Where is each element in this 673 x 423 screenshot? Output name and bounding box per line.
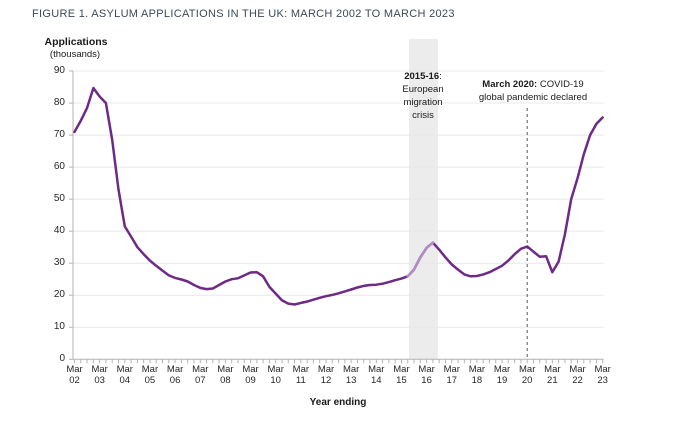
- x-tick-label: Mar 19: [493, 364, 511, 386]
- annotation-migration-crisis-line4: crisis: [412, 110, 434, 121]
- annotation-migration-crisis-line1: 2015-16:: [404, 71, 442, 82]
- x-tick-label: Mar 21: [544, 364, 561, 386]
- x-tick-label: Mar 08: [217, 364, 234, 386]
- y-tick-label: 60: [53, 161, 65, 173]
- x-tick-label: Mar 15: [393, 364, 410, 386]
- crisis-highlight-segment: [406, 241, 435, 278]
- x-tick-label: Mar 10: [267, 364, 284, 386]
- x-tick-label: Mar 16: [418, 364, 435, 386]
- x-tick-label: Mar 03: [91, 364, 108, 386]
- x-tick-label: Mar 09: [242, 364, 259, 386]
- x-tick-label: Mar 23: [594, 364, 611, 386]
- y-tick-label: 10: [53, 321, 65, 333]
- annotation-covid-pandemic: March 2020: COVID-19 global pandemic dec…: [479, 78, 587, 104]
- y-tick-label: 30: [53, 257, 65, 269]
- x-axis-title: Year ending: [309, 397, 367, 408]
- y-tick-label: 0: [59, 353, 65, 365]
- y-tick-label: 80: [53, 97, 65, 109]
- x-tick-label: Mar 12: [317, 364, 335, 386]
- x-tick-label: Mar 22: [569, 364, 586, 386]
- annotation-migration-crisis-line3: migration: [403, 97, 443, 108]
- x-tick-label: Mar 14: [368, 364, 385, 386]
- y-tick-label: 40: [53, 225, 65, 237]
- y-axis-label-line1: Applications: [44, 36, 108, 48]
- annotation-covid-line1: March 2020: COVID-19: [482, 79, 584, 90]
- y-tick-label: 20: [53, 289, 65, 301]
- y-tick-label: 90: [53, 65, 65, 76]
- x-tick-label: Mar 04: [116, 364, 133, 386]
- applications-trend-line: [73, 86, 604, 306]
- x-tick-label: Mar 05: [141, 364, 159, 386]
- y-axis-label-line2: (thousands): [49, 49, 101, 60]
- x-tick-label: Mar 06: [166, 364, 184, 386]
- x-tick-label: Mar 02: [66, 364, 83, 386]
- x-tick-label: Mar 07: [192, 364, 209, 386]
- annotation-migration-crisis-line2: European: [402, 84, 444, 95]
- x-tick-label: Mar 17: [443, 364, 460, 386]
- y-tick-label: 50: [53, 193, 65, 205]
- annotation-covid-line2: global pandemic declared: [478, 92, 588, 103]
- x-tick-label: Mar 20: [519, 364, 536, 386]
- figure-title: FIGURE 1. ASYLUM APPLICATIONS IN THE UK:…: [32, 8, 455, 20]
- x-tick-label: Mar 18: [468, 364, 486, 386]
- y-tick-label: 70: [53, 129, 65, 141]
- x-tick-label: Mar 13: [342, 364, 360, 386]
- x-tick-label: Mar 11: [292, 364, 310, 386]
- annotation-migration-crisis: 2015-16: European migration crisis: [402, 70, 443, 122]
